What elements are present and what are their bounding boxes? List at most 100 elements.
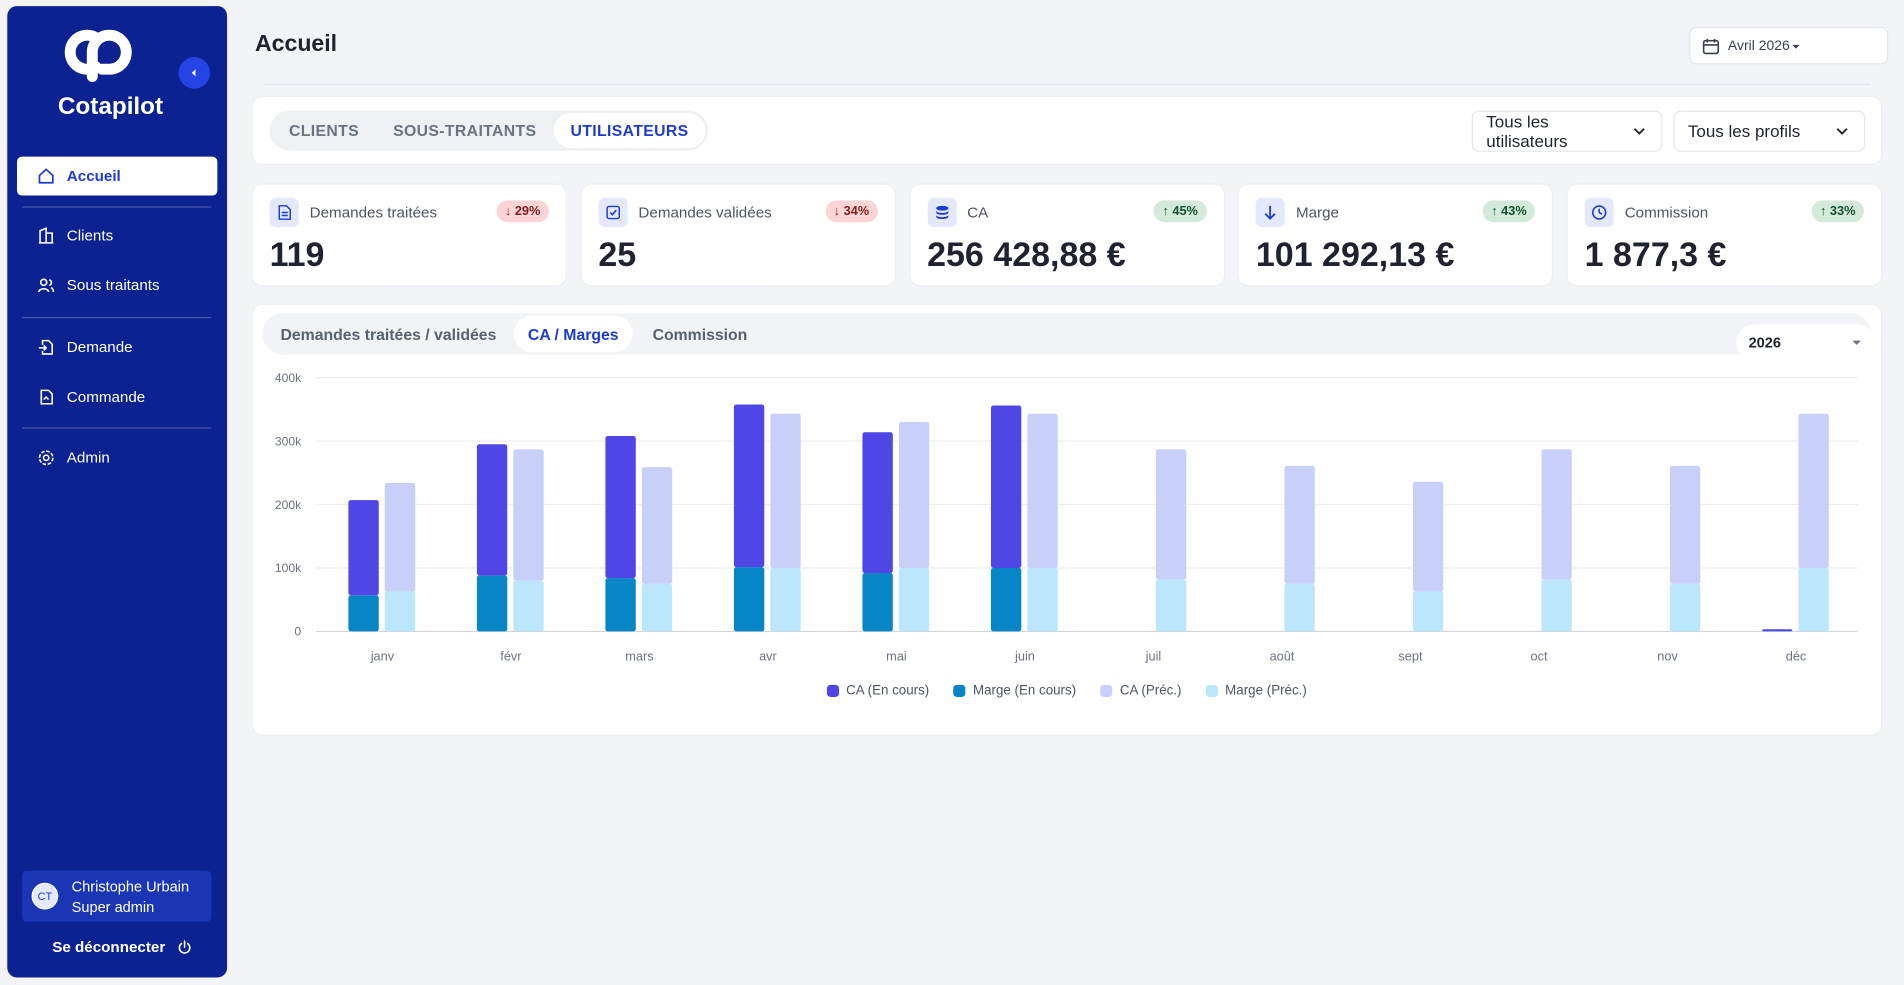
bar-segment [1798, 413, 1829, 568]
x-tick-label: juil [1145, 649, 1162, 664]
nav-item[interactable]: Accueil [17, 156, 218, 196]
caret-icon [1792, 44, 1800, 48]
bar-segment [1798, 567, 1829, 632]
bar-segment [641, 583, 673, 632]
chevron-icon [191, 69, 196, 77]
y-tick-label: 400k [275, 371, 302, 385]
x-tick-label: nov [1657, 649, 1678, 664]
year-label: 2026 [1748, 333, 1782, 351]
nav-label: Demande [66, 338, 133, 356]
bar-segment [770, 567, 801, 632]
calendar-icon [1702, 38, 1720, 54]
nav-label: Commande [66, 388, 146, 406]
bar-segment [476, 444, 508, 576]
icon [606, 205, 620, 220]
bar-segment [513, 449, 544, 581]
kpi-label: Marge [1295, 204, 1339, 222]
building-icon [38, 227, 54, 244]
file-in-icon [38, 339, 54, 355]
chevron-icon [1836, 128, 1848, 135]
logout-button[interactable]: Se déconnecter [52, 939, 192, 956]
scope-tab[interactable]: SOUS-TRAITANTS [393, 121, 537, 140]
kpi-icon [598, 197, 628, 228]
kpi-value: 1 877,3 € [1584, 235, 1727, 274]
nav-item[interactable]: Sous traitants [17, 266, 217, 305]
chart-tab[interactable]: CA / Marges [513, 315, 634, 353]
separator [21, 427, 212, 429]
avatar: CT [31, 882, 59, 910]
kpi-icon [1255, 197, 1286, 228]
year-select[interactable]: 2026 [1736, 324, 1875, 361]
nav-item[interactable]: Commande [17, 378, 217, 417]
nav-item[interactable]: Clients [17, 216, 217, 255]
y-tick-label: 0 [294, 625, 301, 639]
collapse-button[interactable] [178, 57, 211, 89]
bar-segment [348, 595, 379, 632]
bar-segment [733, 567, 765, 632]
chart-tab[interactable]: Demandes traitées / validées [280, 324, 497, 344]
kpi-value: 256 428,88 € [927, 235, 1126, 274]
chart-tabs: Demandes traitées / validées CA / Marges… [262, 313, 1875, 361]
logout-label: Se déconnecter [52, 938, 166, 956]
nav-label: Clients [66, 227, 114, 245]
chart-tab[interactable]: Commission [652, 324, 748, 344]
bar-segment [1669, 583, 1701, 632]
scope-tab[interactable]: CLIENTS [289, 121, 360, 140]
bar-segment [384, 482, 416, 592]
kpi-card: Demandes validées ↓ 34% 25 [581, 184, 895, 286]
kpi-change: ↑ 33% [1811, 200, 1864, 223]
x-tick-label: août [1270, 649, 1295, 664]
legend-item[interactable]: CA (Préc.) [1100, 683, 1182, 699]
kpi-card: Marge ↑ 43% 101 292,13 € [1238, 184, 1553, 286]
profile-filter[interactable]: Tous les profils [1673, 110, 1866, 152]
legend-item[interactable]: CA (En cours) [826, 683, 930, 699]
power-icon [178, 940, 191, 954]
legend-swatch [1205, 684, 1218, 698]
bar-segment [384, 591, 416, 632]
scope-tab[interactable]: UTILISATEURS [553, 112, 706, 149]
chart-panel: Demandes traitées / validées CA / Marges… [252, 304, 1881, 735]
bar-segment [862, 573, 893, 632]
filter-label: Tous les profils [1687, 121, 1801, 141]
bar-segment [605, 436, 636, 579]
kpi-change: ↓ 34% [825, 200, 878, 223]
bar-segment [1762, 629, 1793, 632]
legend-label: CA (En cours) [846, 683, 930, 699]
legend-item[interactable]: Marge (En cours) [953, 683, 1077, 699]
file-icon [40, 389, 54, 405]
bar-segment [605, 578, 636, 632]
legend-label: CA (Préc.) [1119, 683, 1182, 699]
x-tick-label: mai [886, 649, 907, 664]
kpi-icon [927, 197, 957, 228]
page-title: Accueil [255, 31, 338, 58]
x-tick-label: sept [1398, 649, 1423, 664]
user-filter[interactable]: Tous les utilisateurs [1471, 110, 1663, 152]
gear-icon [38, 450, 54, 466]
kpi-label: Demandes validées [638, 204, 772, 222]
legend-swatch [1100, 684, 1113, 698]
legend-label: Marge (En cours) [972, 683, 1077, 699]
period-label: Avril 2026 [1727, 38, 1790, 53]
bar-segment [1412, 591, 1444, 632]
period-picker[interactable]: Avril 2026 [1689, 26, 1889, 65]
x-tick-label: janv [370, 649, 395, 664]
sidebar: Cotapilot Accueil Clients Sous traitants… [7, 6, 228, 978]
bar-segment [862, 432, 893, 574]
legend-item[interactable]: Marge (Préc.) [1205, 684, 1307, 698]
nav-label: Accueil [66, 167, 121, 185]
icon [935, 205, 948, 220]
kpi-card: Demandes traitées ↓ 29% 119 [252, 184, 566, 286]
separator [21, 206, 212, 208]
icon [1264, 205, 1276, 220]
icon [1591, 205, 1607, 220]
kpi-value: 25 [598, 235, 637, 274]
user-card[interactable]: CT Christophe Urbain Super admin [21, 870, 212, 922]
home-icon [38, 168, 54, 184]
kpi-value: 101 292,13 € [1255, 235, 1455, 274]
kpi-label: Demandes traitées [309, 204, 438, 222]
kpi-change: ↑ 45% [1153, 200, 1207, 223]
nav-item[interactable]: Demande [17, 328, 217, 367]
nav-item[interactable]: Admin [17, 438, 217, 477]
